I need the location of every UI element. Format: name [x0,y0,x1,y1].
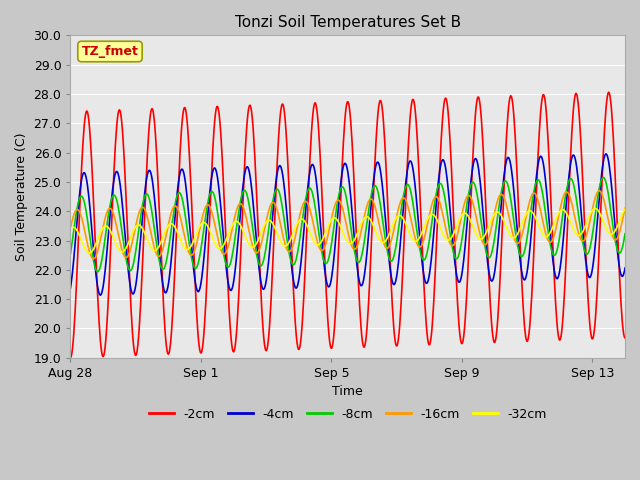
-16cm [67,225,74,231]
Line: -8cm: -8cm [70,178,625,272]
-4cm [621,265,629,271]
-8cm [142,191,150,197]
Text: TZ_fmet: TZ_fmet [81,45,138,58]
-8cm [600,175,607,180]
-2cm [621,335,629,341]
-16cm [131,229,138,235]
-16cm [90,256,97,262]
-16cm [621,205,629,211]
-2cm [67,355,74,360]
-32cm [131,226,138,232]
Line: -32cm: -32cm [70,208,625,253]
-8cm [491,232,499,238]
-2cm [490,340,498,346]
-32cm [491,210,499,216]
-2cm [401,226,408,232]
-4cm [180,168,188,174]
-32cm [621,206,629,212]
-8cm [67,251,74,257]
Y-axis label: Soil Temperature (C): Soil Temperature (C) [15,132,28,261]
-16cm [355,240,362,246]
-4cm [97,292,104,298]
-2cm [141,195,149,201]
-32cm [67,226,74,232]
-8cm [131,256,138,262]
Line: -16cm: -16cm [70,191,625,259]
Title: Tonzi Soil Temperatures Set B: Tonzi Soil Temperatures Set B [235,15,461,30]
-4cm [602,151,610,157]
Legend: -2cm, -4cm, -8cm, -16cm, -32cm: -2cm, -4cm, -8cm, -16cm, -32cm [143,403,552,426]
-32cm [180,243,188,249]
-8cm [355,260,362,265]
-16cm [401,196,409,202]
-16cm [142,210,150,216]
-8cm [401,185,409,191]
Line: -2cm: -2cm [70,92,625,358]
-4cm [67,285,74,291]
-32cm [86,250,93,256]
-4cm [401,185,409,191]
-32cm [401,220,409,226]
-8cm [94,269,102,275]
-4cm [491,266,499,272]
-16cm [595,188,603,193]
-16cm [491,208,499,214]
-16cm [180,228,188,234]
-8cm [621,231,629,237]
-32cm [591,205,599,211]
-4cm [131,288,138,294]
Line: -4cm: -4cm [70,154,625,295]
-8cm [180,202,188,207]
-2cm [605,89,612,95]
-32cm [142,233,150,239]
X-axis label: Time: Time [332,385,363,398]
-2cm [179,113,187,119]
-2cm [354,261,362,267]
-4cm [355,273,362,278]
-2cm [130,344,138,350]
-32cm [355,228,362,234]
-4cm [142,180,150,185]
